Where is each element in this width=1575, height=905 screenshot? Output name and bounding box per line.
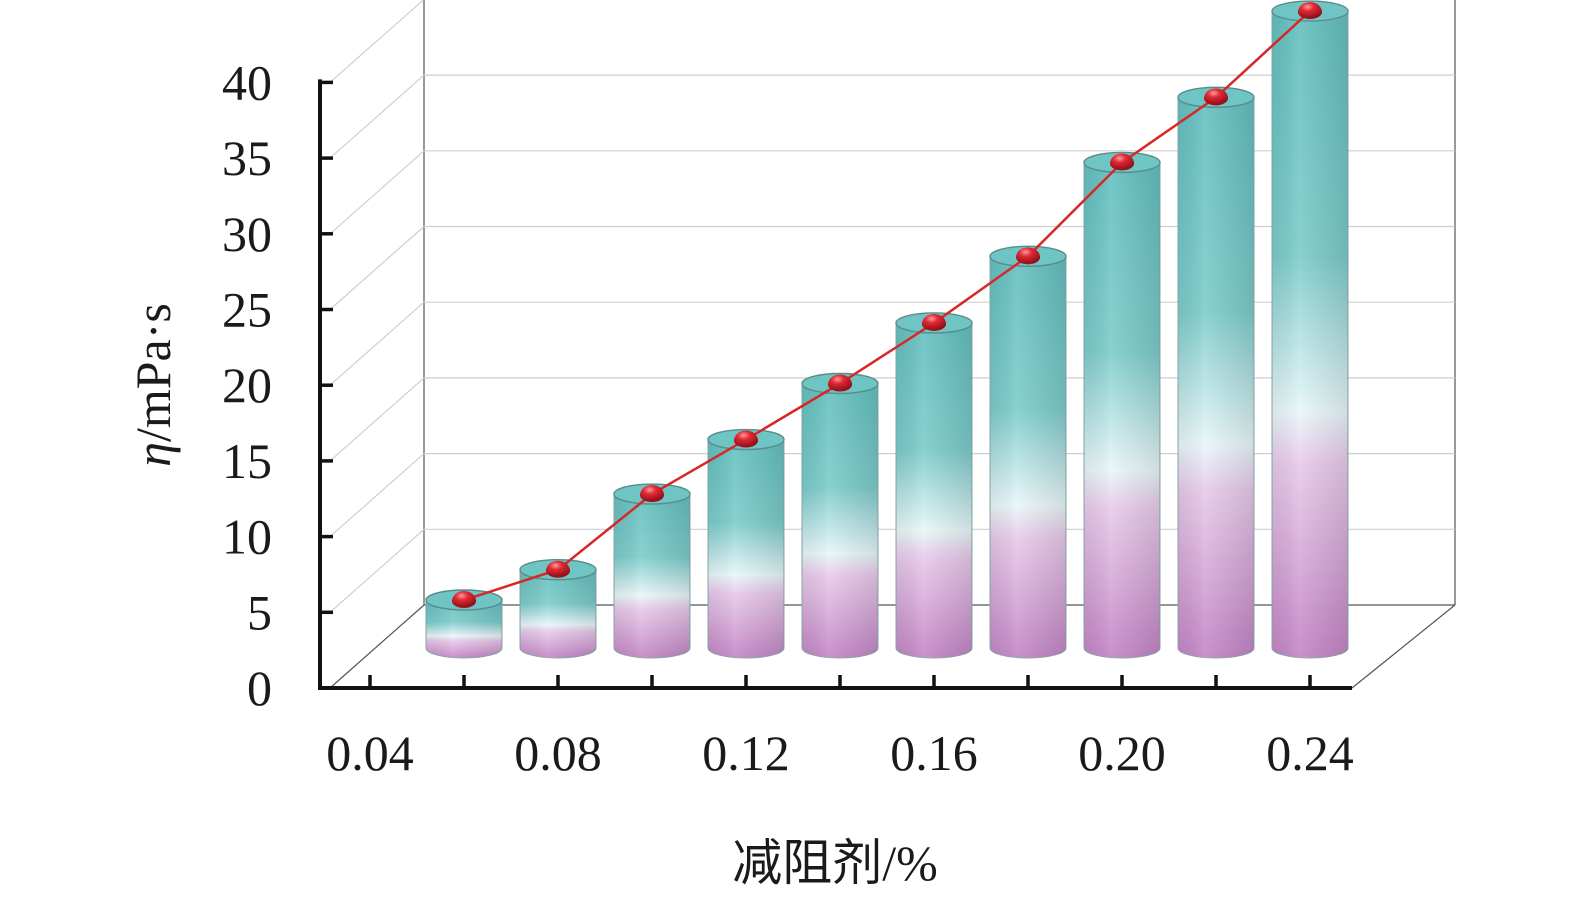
marker-dome [828, 374, 852, 391]
bar-0.10 [613, 483, 691, 659]
bar-shade [990, 256, 1066, 658]
side-gridline-5 [329, 528, 425, 613]
x-tick-label: 0.08 [514, 725, 602, 781]
bar-shade [896, 322, 972, 658]
y-tick-label: 20 [222, 357, 272, 413]
tick-labels: 0 5 10 15 20 25 30 35 40 0.04 0.08 0.12 0.16 0.20 0.24 [222, 54, 1354, 781]
x-tick-label: 0.24 [1266, 725, 1354, 781]
side-gridline-40 [329, 0, 425, 83]
axes [318, 79, 1352, 690]
marker-dome [1016, 247, 1040, 264]
bar-0.20 [1083, 151, 1161, 659]
y-axis-title: η/mPa·s [125, 303, 181, 467]
bar-0.24 [1271, 0, 1349, 659]
bar-0.06 [425, 589, 503, 659]
marker-0.06 [452, 591, 476, 609]
markers [452, 2, 1322, 609]
bar-shade [708, 439, 784, 658]
bar-shade [1084, 162, 1160, 659]
y-tick-label: 30 [222, 206, 272, 262]
y-tick-label: 40 [222, 54, 272, 110]
marker-dome [922, 313, 946, 330]
marker-0.12 [734, 430, 758, 448]
bar-shade [1272, 11, 1348, 658]
x-tick-label: 0.12 [702, 725, 790, 781]
y-tick-label: 5 [247, 584, 272, 640]
bar-0.14 [801, 372, 879, 659]
marker-0.20 [1110, 153, 1134, 171]
marker-0.24 [1298, 2, 1322, 20]
y-tick-label: 10 [222, 509, 272, 565]
trend-line [463, 10, 1311, 602]
y-tick-label: 25 [222, 282, 272, 338]
floor-left-edge [329, 604, 425, 689]
bars [425, 0, 1349, 659]
marker-0.14 [828, 374, 852, 392]
bar-shade [614, 494, 690, 658]
y-axis-symbol: η [125, 442, 181, 467]
marker-0.16 [922, 313, 946, 331]
x-tick-label: 0.20 [1078, 725, 1166, 781]
side-gridline-35 [329, 74, 425, 159]
marker-dome [452, 591, 476, 608]
marker-dome [1110, 153, 1134, 170]
bar-0.16 [895, 312, 973, 659]
floor-right-edge [1351, 604, 1456, 689]
side-gridline-25 [329, 226, 425, 310]
x-tick-label: 0.16 [890, 725, 978, 781]
bar-0.12 [707, 428, 785, 659]
marker-0.22 [1204, 88, 1228, 106]
marker-dome [1204, 88, 1228, 105]
y-tick-label: 15 [222, 433, 272, 489]
marker-dome [734, 430, 758, 447]
marker-0.18 [1016, 247, 1040, 265]
trend-polyline [463, 10, 1311, 602]
bar-0.22 [1177, 86, 1255, 659]
marker-dome [546, 560, 570, 577]
marker-dome [1298, 2, 1322, 19]
bar-shade [802, 383, 878, 658]
bar-shade [426, 600, 502, 658]
marker-0.08 [546, 560, 570, 578]
x-axis-title: 减阻剂/% [732, 835, 938, 891]
side-gridline-10 [329, 453, 425, 538]
marker-0.10 [640, 485, 664, 503]
bar-shade [1178, 97, 1254, 658]
side-gridline-20 [329, 301, 425, 386]
side-gridline-15 [329, 377, 425, 462]
side-gridline-30 [329, 150, 425, 235]
x-tick-label: 0.04 [326, 725, 414, 781]
y-axis-unit: /mPa·s [125, 303, 181, 442]
y-tick-label: 0 [247, 660, 272, 716]
y-tick-label: 35 [222, 130, 272, 186]
marker-dome [640, 485, 664, 502]
bar-0.18 [989, 245, 1067, 659]
bar-shade [520, 569, 596, 658]
